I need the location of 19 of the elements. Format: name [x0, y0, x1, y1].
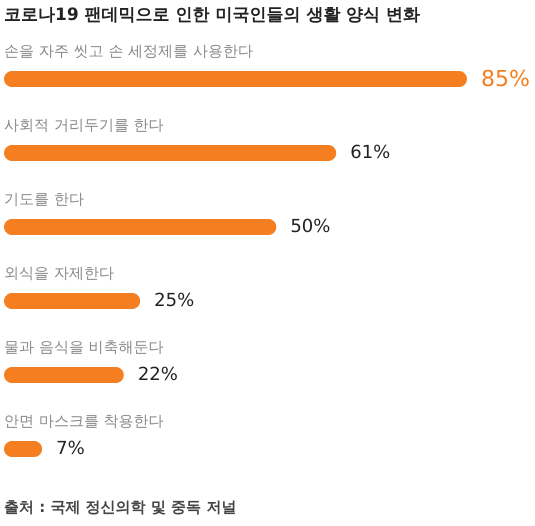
chart-title: 코로나19 팬데믹으로 인한 미국인들의 생활 양식 변화 — [4, 5, 420, 25]
y-tick-label: 안면 마스크를 착용한다 — [4, 412, 164, 430]
bar — [4, 367, 124, 383]
source-note: 출처 : 국제 정신의학 및 중독 저널 — [4, 498, 236, 517]
y-tick-label: 사회적 거리두기를 한다 — [4, 116, 164, 134]
y-tick-label: 물과 음식을 비축해둔다 — [4, 338, 164, 356]
bar — [4, 219, 276, 235]
bar — [4, 293, 140, 309]
y-tick-label: 손을 자주 씻고 손 세정제를 사용한다 — [4, 42, 253, 60]
bar — [4, 71, 467, 87]
bar — [4, 145, 336, 161]
data-label: 61% — [350, 142, 390, 163]
data-label: 7% — [56, 438, 85, 459]
data-label: 22% — [138, 364, 178, 385]
data-label: 85% — [481, 67, 530, 92]
data-label: 50% — [290, 216, 330, 237]
y-tick-label: 외식을 자제한다 — [4, 264, 114, 282]
y-tick-label: 기도를 한다 — [4, 190, 84, 208]
data-label: 25% — [154, 290, 194, 311]
